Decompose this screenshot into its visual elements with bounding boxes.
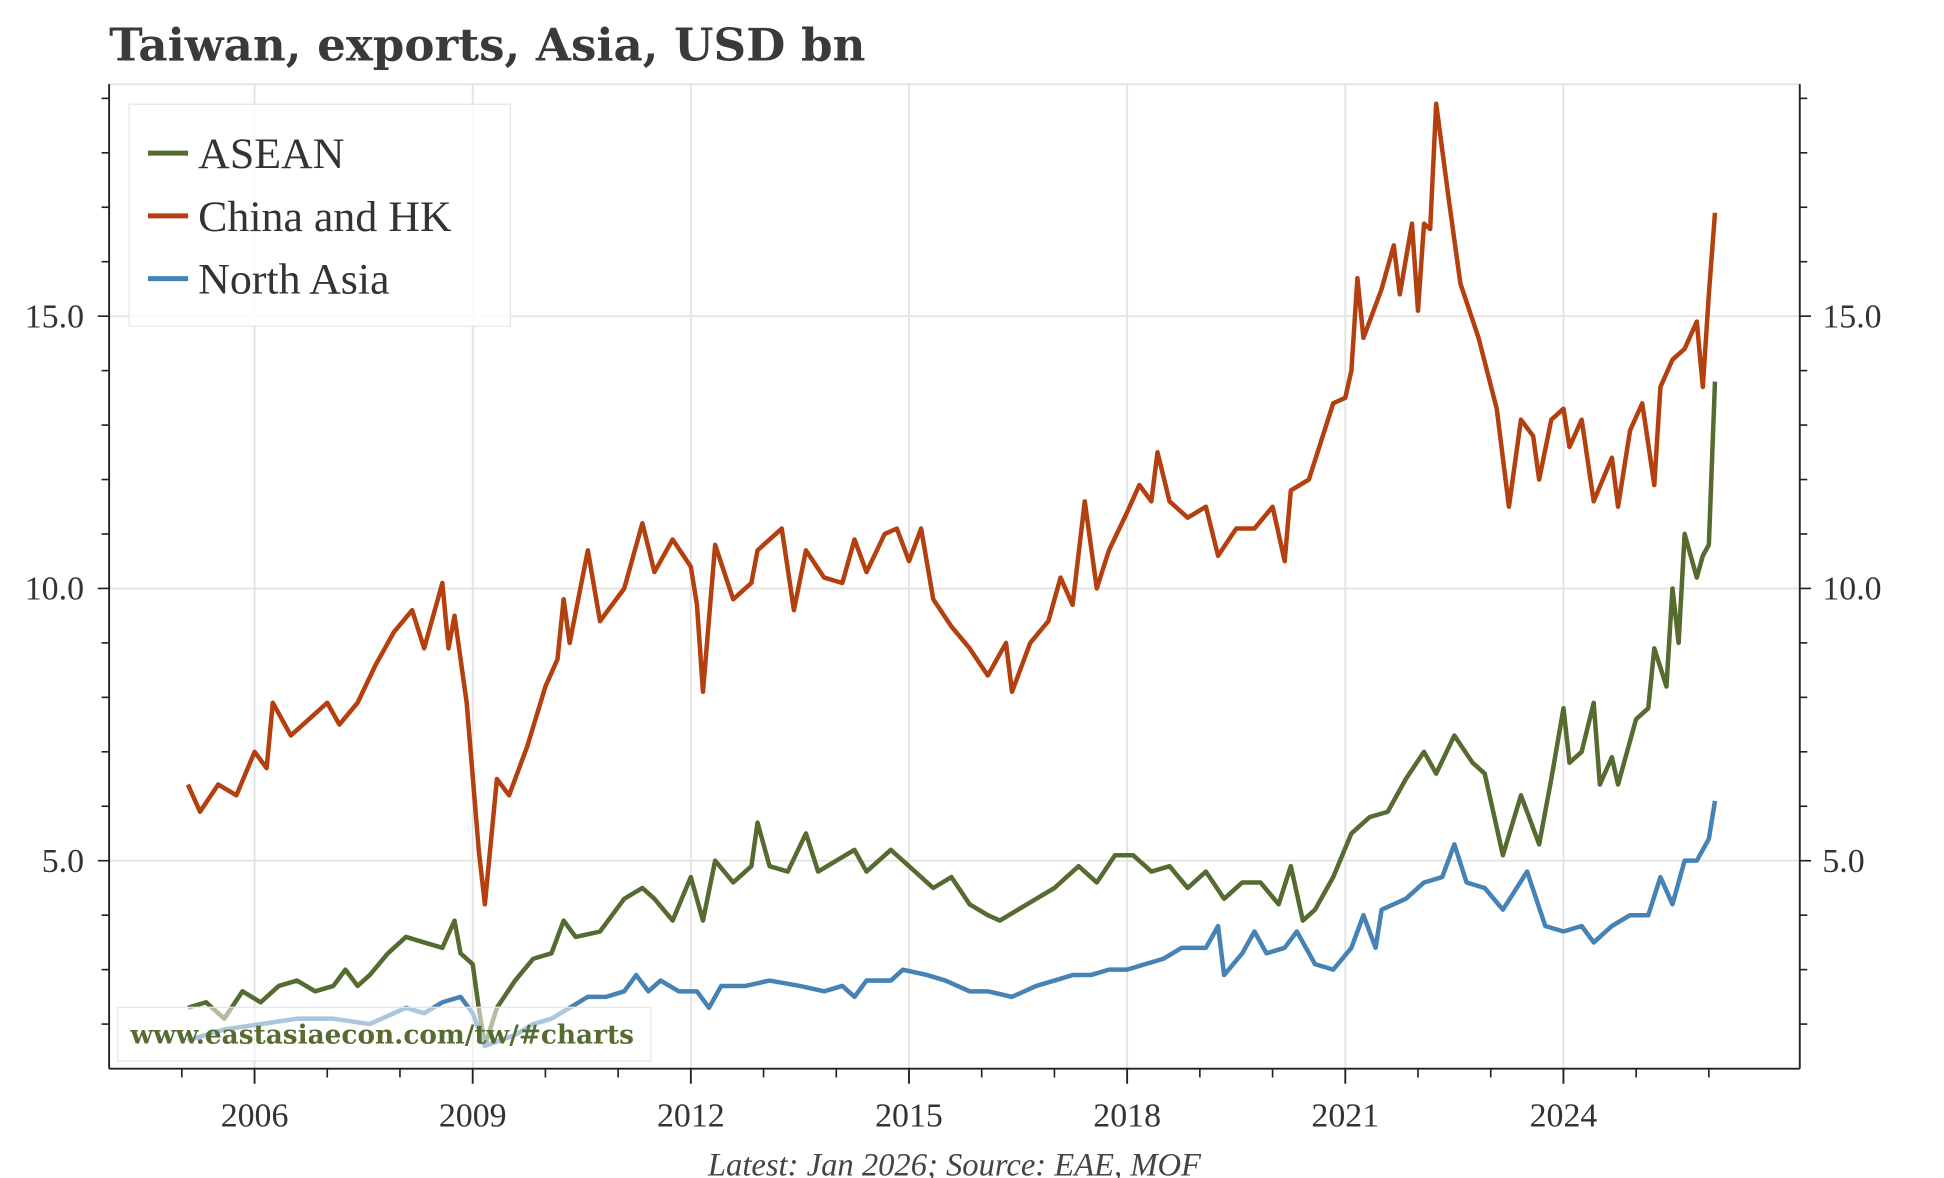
axes: 5.0 5.0 10.0 10.0 15.0 15.0 2006 2009 2012 2015 20… bbox=[25, 84, 1882, 1134]
chart-footer: Latest: Jan 2026; Source: EAE, MOF bbox=[707, 1147, 1202, 1178]
series-line-asean bbox=[187, 381, 1718, 1049]
x-tick-label: 2012 bbox=[657, 1097, 725, 1134]
y-tick-label-left: 15.0 bbox=[25, 298, 84, 335]
y-tick-label-right: 5.0 bbox=[1822, 843, 1864, 880]
x-tick-label: 2024 bbox=[1530, 1097, 1598, 1134]
legend-label: North Asia bbox=[198, 256, 389, 304]
legend-label: China and HK bbox=[198, 193, 452, 241]
legend: ASEAN China and HK North Asia bbox=[128, 103, 512, 327]
watermark-text: www.eastasiaecon.com/tw/#charts bbox=[129, 1020, 634, 1051]
chart-title: Taiwan, exports, Asia, USD bn bbox=[109, 18, 865, 71]
x-tick-label: 2015 bbox=[875, 1097, 943, 1134]
x-tick-label: 2006 bbox=[221, 1097, 289, 1134]
watermark-box bbox=[117, 1006, 652, 1062]
x-tick-label: 2018 bbox=[1093, 1097, 1161, 1134]
legend-label: ASEAN bbox=[198, 130, 344, 178]
legend-box bbox=[128, 103, 512, 327]
y-tick-label-left: 5.0 bbox=[42, 843, 84, 880]
watermark: www.eastasiaecon.com/tw/#charts bbox=[117, 1006, 652, 1062]
y-tick-label-right: 10.0 bbox=[1822, 571, 1881, 608]
x-tick-label: 2021 bbox=[1311, 1097, 1379, 1134]
x-tick-label: 2009 bbox=[439, 1097, 507, 1134]
series-line-china-and-hk bbox=[185, 101, 1718, 907]
y-tick-label-right: 15.0 bbox=[1822, 298, 1881, 335]
y-tick-label-left: 10.0 bbox=[25, 571, 84, 608]
